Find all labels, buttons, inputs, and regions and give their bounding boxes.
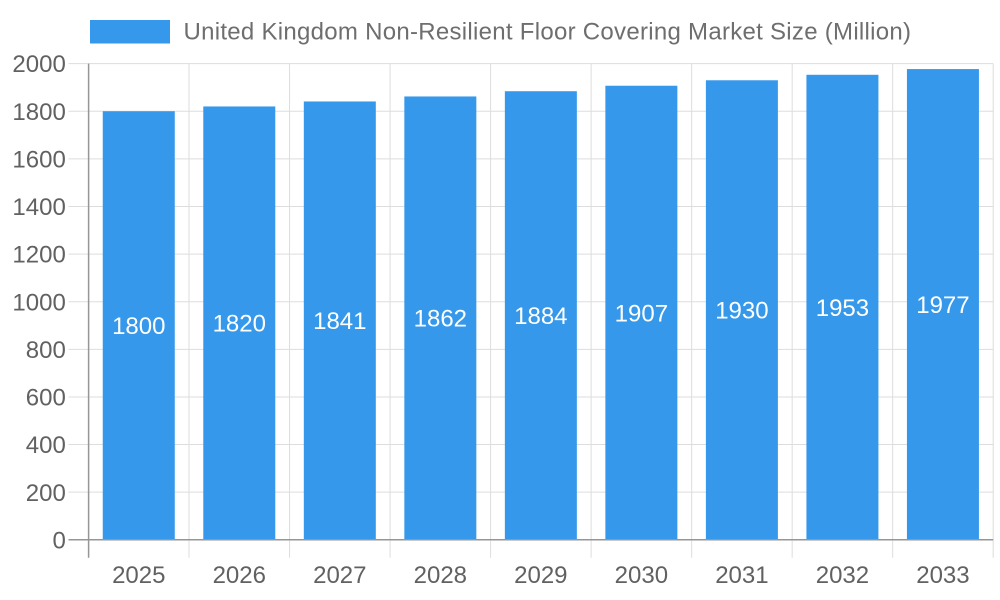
svg-text:2029: 2029: [514, 562, 567, 589]
svg-text:1884: 1884: [514, 303, 567, 330]
svg-text:600: 600: [26, 385, 66, 412]
svg-text:United Kingdom Non-Resilient F: United Kingdom Non-Resilient Floor Cover…: [184, 19, 912, 46]
svg-text:0: 0: [52, 527, 65, 554]
svg-text:2032: 2032: [816, 562, 869, 589]
svg-text:1000: 1000: [12, 289, 65, 316]
svg-text:1800: 1800: [112, 313, 165, 340]
svg-text:800: 800: [26, 337, 66, 364]
svg-text:1953: 1953: [816, 295, 869, 322]
svg-text:1907: 1907: [615, 300, 668, 327]
svg-text:1820: 1820: [213, 311, 266, 338]
svg-text:2028: 2028: [414, 562, 467, 589]
svg-text:2000: 2000: [12, 51, 65, 78]
svg-text:1841: 1841: [313, 308, 366, 335]
svg-text:200: 200: [26, 480, 66, 507]
svg-text:2026: 2026: [213, 562, 266, 589]
svg-text:2027: 2027: [313, 562, 366, 589]
svg-text:2030: 2030: [615, 562, 668, 589]
svg-text:2025: 2025: [112, 562, 165, 589]
svg-text:1977: 1977: [916, 292, 969, 319]
svg-text:1862: 1862: [414, 306, 467, 333]
svg-text:1400: 1400: [12, 194, 65, 221]
svg-text:1800: 1800: [12, 99, 65, 126]
svg-text:1600: 1600: [12, 146, 65, 173]
svg-text:2033: 2033: [916, 562, 969, 589]
svg-text:400: 400: [26, 432, 66, 459]
svg-text:1200: 1200: [12, 242, 65, 269]
svg-text:2031: 2031: [715, 562, 768, 589]
svg-text:1930: 1930: [715, 298, 768, 325]
